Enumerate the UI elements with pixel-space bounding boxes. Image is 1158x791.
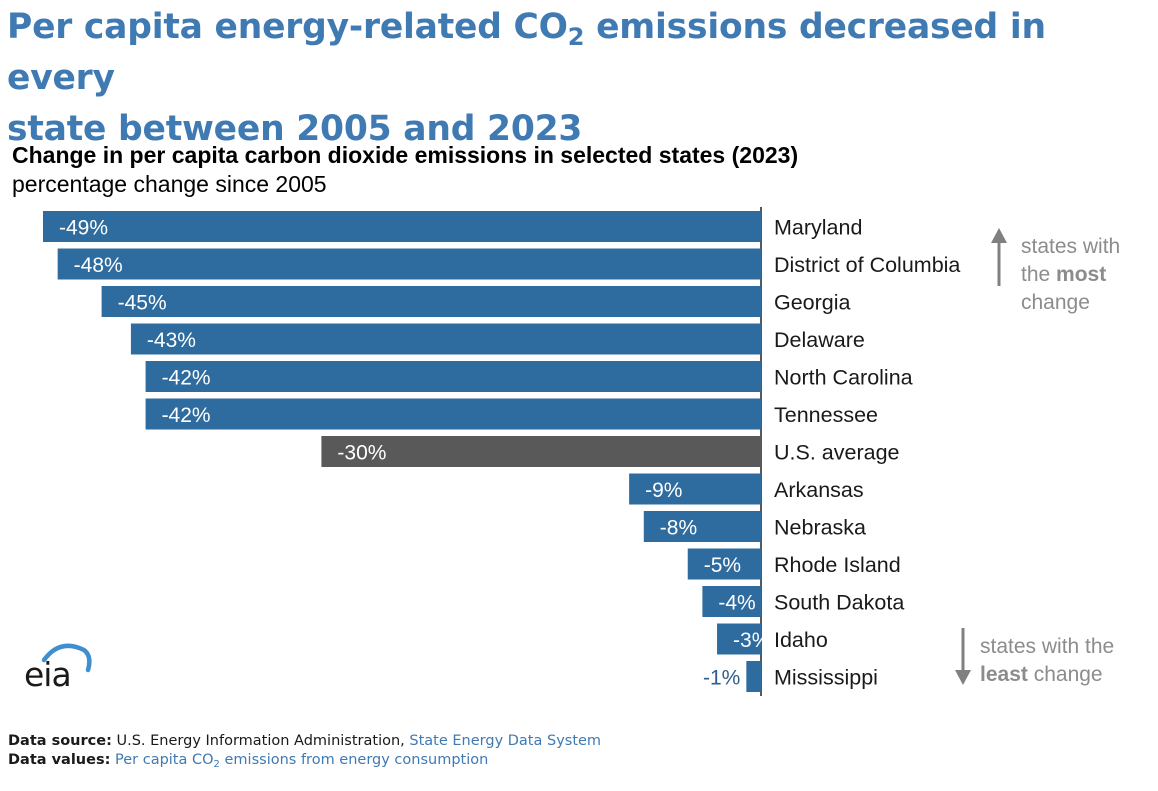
bar-0 bbox=[43, 211, 761, 242]
category-label-3: Delaware bbox=[774, 328, 865, 352]
bar-2 bbox=[101, 286, 761, 317]
data-label-5: -42% bbox=[162, 404, 211, 427]
category-label-0: Maryland bbox=[774, 216, 862, 240]
category-label-2: Georgia bbox=[774, 291, 851, 315]
bar-3 bbox=[130, 323, 762, 355]
eia-logo-text: eia bbox=[24, 655, 71, 692]
headline-subscript: 2 bbox=[567, 23, 585, 51]
chart-subtitle: percentage change since 2005 bbox=[12, 171, 327, 197]
bar-8 bbox=[643, 511, 761, 542]
annotation-least-line1: states with the bbox=[980, 635, 1114, 658]
bar-6 bbox=[321, 436, 761, 467]
eia-logo-arc bbox=[41, 643, 92, 673]
category-label-12: Mississippi bbox=[774, 666, 878, 690]
bar-9 bbox=[687, 548, 761, 580]
headline-text-1: Per capita energy-related CO bbox=[7, 7, 568, 47]
footer-values-label: Data values: bbox=[8, 752, 111, 768]
data-label-4: -42% bbox=[162, 367, 211, 390]
eia-logo: eia bbox=[24, 643, 92, 692]
footer-values-text-2: emissions from energy consumption bbox=[219, 752, 489, 768]
data-label-0: -49% bbox=[59, 217, 108, 240]
data-label-6: -30% bbox=[337, 442, 386, 465]
page-headline: Per capita energy-related CO2 emissions … bbox=[7, 2, 1147, 155]
bar-11 bbox=[717, 623, 761, 655]
chart-title: Change in per capita carbon dioxide emis… bbox=[12, 142, 799, 168]
category-label-7: Arkansas bbox=[774, 478, 864, 502]
footer-values-link[interactable]: Per capita CO2 emissions from energy con… bbox=[115, 752, 489, 770]
category-label-10: South Dakota bbox=[774, 591, 904, 615]
footer-values-text-1: Per capita CO bbox=[115, 752, 214, 768]
arrow-up-icon bbox=[991, 228, 1007, 243]
bar-12 bbox=[746, 661, 761, 692]
annotation-least-line2: least change bbox=[980, 663, 1103, 686]
footer-source-link[interactable]: State Energy Data System bbox=[409, 733, 602, 749]
data-label-2: -45% bbox=[118, 292, 167, 315]
data-label-10: -4% bbox=[718, 592, 755, 615]
data-label-8: -8% bbox=[660, 517, 697, 540]
data-label-7: -9% bbox=[645, 479, 682, 502]
headline-text-3: state between 2005 and 2023 bbox=[7, 109, 583, 149]
annotation-most-line1: states with bbox=[1021, 235, 1120, 258]
data-label-3: -43% bbox=[147, 329, 196, 352]
headline-text-2: emissions decreased in every bbox=[7, 7, 1046, 98]
bar-10 bbox=[702, 586, 761, 617]
category-label-1: District of Columbia bbox=[774, 253, 960, 277]
footer-source-label: Data source: bbox=[8, 733, 112, 749]
category-label-4: North Carolina bbox=[774, 366, 913, 390]
data-label-11: -3% bbox=[733, 629, 770, 652]
data-label-12: -1% bbox=[703, 667, 740, 690]
category-label-6: U.S. average bbox=[774, 441, 899, 465]
footer-data-source: Data source: U.S. Energy Information Adm… bbox=[8, 733, 601, 749]
bar-7 bbox=[629, 473, 761, 505]
data-label-1: -48% bbox=[74, 254, 123, 277]
category-label-8: Nebraska bbox=[774, 516, 866, 540]
bar-5 bbox=[145, 398, 762, 430]
category-label-9: Rhode Island bbox=[774, 553, 901, 577]
category-label-5: Tennessee bbox=[774, 403, 878, 427]
bar-4 bbox=[145, 361, 762, 392]
annotation-most-line3: change bbox=[1021, 291, 1090, 314]
category-label-11: Idaho bbox=[774, 628, 828, 652]
footer-source-org: U.S. Energy Information Administration, bbox=[116, 733, 405, 749]
footer-data-values: Data values: Per capita CO2 emissions fr… bbox=[8, 752, 489, 770]
data-label-9: -5% bbox=[704, 554, 741, 577]
arrow-down-icon bbox=[955, 670, 971, 685]
footer-values-subscript: 2 bbox=[213, 759, 220, 770]
annotation-most-line2: the most bbox=[1021, 263, 1106, 286]
bar-1 bbox=[57, 248, 761, 280]
